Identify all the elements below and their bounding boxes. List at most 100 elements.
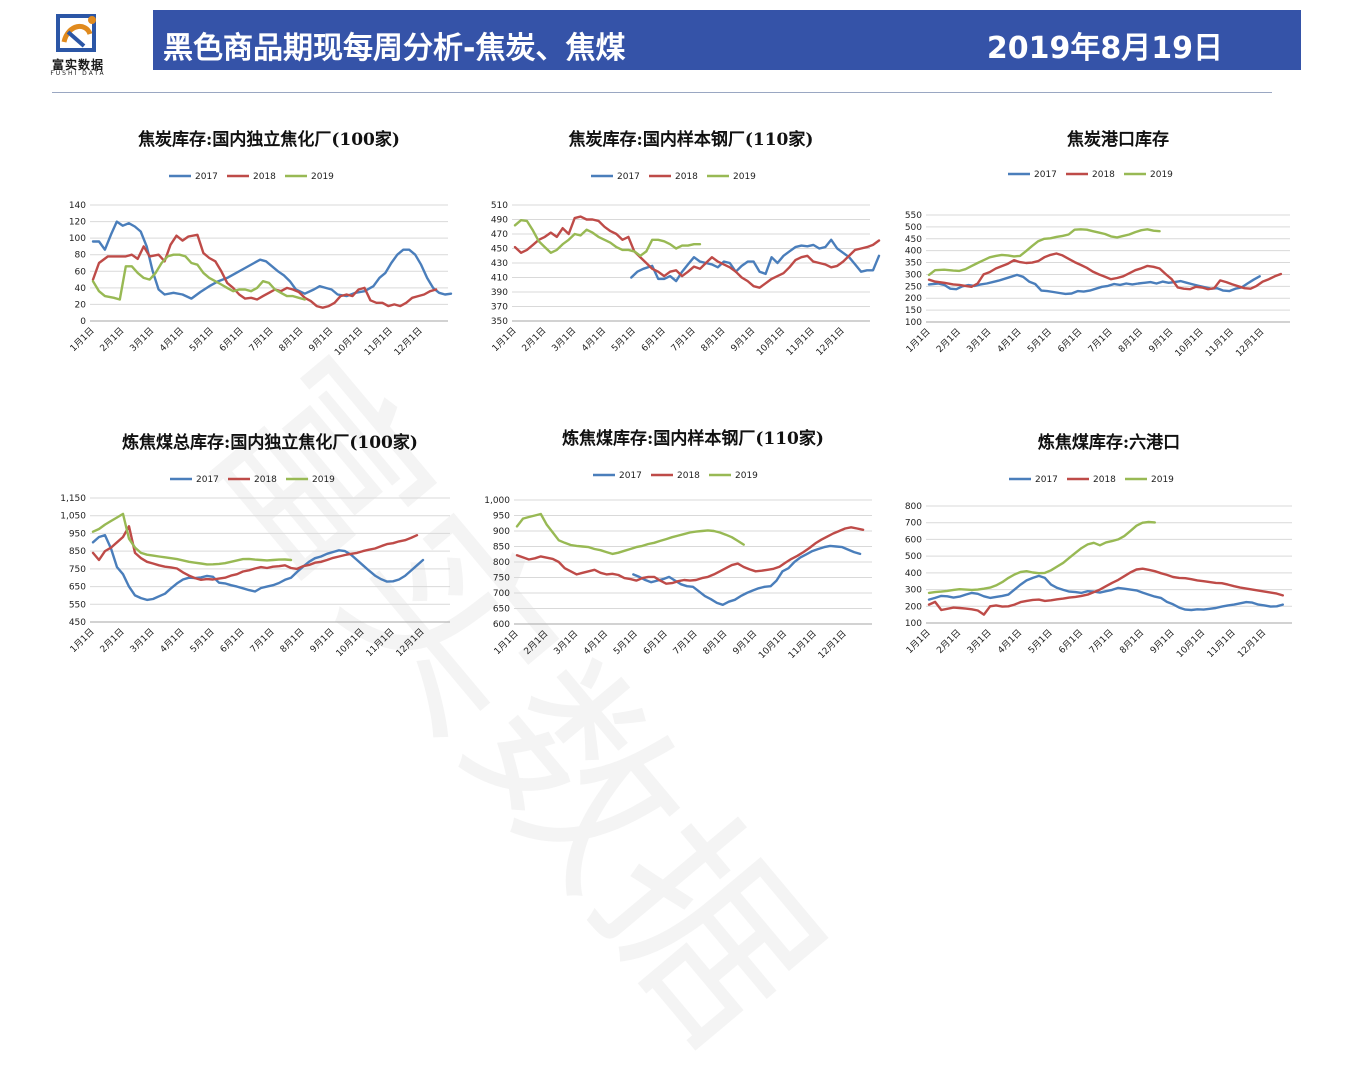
y-tick-label: 800	[905, 502, 922, 512]
x-tick-label: 8月1日	[1116, 326, 1145, 355]
x-tick-label: 6月1日	[641, 628, 670, 657]
y-tick-label: 400	[905, 247, 922, 257]
legend-label: 2019	[312, 475, 335, 485]
series-line-2018	[513, 215, 881, 289]
legend-label: 2018	[253, 172, 276, 182]
x-tick-label: 12月1日	[392, 325, 425, 358]
y-tick-label: 100	[905, 619, 922, 629]
legend-label: 2018	[675, 172, 698, 182]
x-tick-label: 6月1日	[217, 325, 246, 354]
y-tick-label: 200	[905, 602, 922, 612]
chart-svg: 焦炭库存:国内样本钢厂(110家) 2017 2018 2019 350 370 390 41…	[490, 129, 881, 358]
logo-mark-icon	[56, 14, 96, 52]
legend-label: 2019	[1150, 170, 1173, 180]
y-tick-label: 600	[905, 535, 922, 545]
x-tick-label: 10月1日	[334, 626, 367, 659]
y-tick-label: 950	[493, 512, 510, 522]
series-line-2018	[927, 567, 1284, 616]
x-tick-label: 10月1日	[756, 628, 789, 661]
x-tick-label: 5月1日	[609, 325, 638, 354]
title-banner: 黑色商品期现每周分析-焦炭、焦煤 2019年8月19日	[153, 10, 1301, 70]
chart-title: 炼焦煤总库存:国内独立焦化厂(100家)	[122, 432, 418, 453]
x-tick-label: 10月1日	[754, 325, 787, 358]
company-logo: 富实数据 FUSHI DATA	[28, 12, 138, 77]
report-date: 2019年8月19日	[986, 31, 1223, 66]
x-tick-label: 11月1日	[784, 325, 817, 358]
chart-coke-steel-mills: 焦炭库存:国内样本钢厂(110家) 2017 2018 2019 350 370 390 41…	[470, 125, 881, 385]
x-tick-label: 3月1日	[128, 626, 157, 655]
y-tick-label: 750	[69, 565, 86, 575]
x-tick-label: 6月1日	[1057, 627, 1086, 656]
chart-coking-coal-steel-mills: 炼焦煤库存:国内样本钢厂(110家) 2017 2018 2019 600 650 700 7…	[470, 428, 880, 688]
x-tick-label: 3月1日	[128, 325, 157, 354]
x-tick-label: 9月1日	[307, 325, 336, 354]
y-tick-label: 600	[493, 620, 510, 630]
x-tick-label: 1月1日	[68, 325, 97, 354]
chart-coke-port: 焦炭港口库存 2017 2018 2019 100 150 200 250 300 350 400 4…	[890, 125, 1300, 385]
y-tick-label: 0	[80, 317, 86, 327]
legend-label: 2017	[617, 172, 640, 182]
x-tick-label: 12月1日	[1234, 326, 1267, 359]
x-tick-label: 2月1日	[520, 325, 549, 354]
y-tick-label: 40	[75, 284, 87, 294]
x-tick-label: 7月1日	[248, 626, 277, 655]
chart-title: 焦炭港口库存	[1066, 129, 1169, 150]
series-line-2017	[630, 238, 881, 283]
y-tick-label: 20	[75, 300, 87, 310]
chart-svg: 炼焦煤库存:国内样本钢厂(110家) 2017 2018 2019 600 650 700 7…	[484, 428, 872, 661]
y-tick-label: 100	[69, 234, 86, 244]
x-tick-label: 7月1日	[1086, 326, 1115, 355]
x-tick-label: 2月1日	[522, 628, 551, 657]
legend-label: 2017	[619, 471, 642, 481]
x-tick-label: 11月1日	[786, 628, 819, 661]
y-tick-label: 300	[905, 586, 922, 596]
logo-text: 富实数据	[51, 58, 104, 72]
series-line-2017	[927, 273, 1261, 296]
y-tick-label: 650	[69, 583, 86, 593]
series-line-2018	[927, 252, 1283, 291]
x-tick-label: 5月1日	[1026, 627, 1055, 656]
y-tick-label: 510	[491, 201, 508, 211]
x-tick-label: 10月1日	[332, 325, 365, 358]
x-tick-label: 9月1日	[729, 325, 758, 354]
page-title: 黑色商品期现每周分析-焦炭、焦煤	[163, 31, 626, 66]
series-line-2017	[632, 544, 862, 606]
legend-label: 2017	[196, 475, 219, 485]
x-tick-label: 8月1日	[1118, 627, 1147, 656]
x-tick-label: 12月1日	[816, 628, 849, 661]
x-tick-label: 9月1日	[1147, 326, 1176, 355]
x-tick-label: 7月1日	[247, 325, 276, 354]
y-tick-label: 450	[905, 235, 922, 245]
x-tick-label: 1月1日	[904, 627, 933, 656]
y-tick-label: 1,000	[484, 496, 510, 506]
chart-coking-coal-independent-plants: 炼焦煤总库存:国内独立焦化厂(100家) 2017 2018 2019 450 550 65…	[48, 428, 458, 688]
x-tick-label: 1月1日	[904, 326, 933, 355]
x-tick-label: 2月1日	[98, 325, 127, 354]
series-line-2017	[91, 534, 425, 602]
x-tick-label: 8月1日	[277, 325, 306, 354]
legend-label: 2019	[735, 471, 758, 481]
x-tick-label: 4月1日	[996, 627, 1025, 656]
x-tick-label: 10月1日	[1175, 627, 1208, 660]
y-tick-label: 550	[905, 211, 922, 221]
legend-label: 2018	[254, 475, 277, 485]
x-tick-label: 1月1日	[68, 626, 97, 655]
x-tick-label: 4月1日	[157, 325, 186, 354]
y-tick-label: 950	[69, 529, 86, 539]
series-line-2019	[927, 228, 1161, 277]
y-tick-label: 80	[75, 251, 87, 261]
y-tick-label: 350	[491, 317, 508, 327]
y-tick-label: 100	[905, 318, 922, 328]
y-tick-label: 120	[69, 218, 86, 228]
x-tick-label: 1月1日	[490, 325, 519, 354]
y-tick-label: 60	[75, 267, 87, 277]
chart-title: 炼焦煤库存:国内样本钢厂(110家)	[562, 428, 824, 449]
y-tick-label: 900	[493, 527, 510, 537]
series-line-2019	[91, 253, 306, 301]
y-tick-label: 140	[69, 201, 86, 211]
chart-title: 炼焦煤库存:六港口	[1038, 432, 1180, 453]
series-line-2018	[91, 525, 419, 581]
logo-subtext: FUSHI DATA	[50, 70, 106, 77]
y-tick-label: 390	[491, 288, 508, 298]
x-tick-label: 8月1日	[701, 628, 730, 657]
